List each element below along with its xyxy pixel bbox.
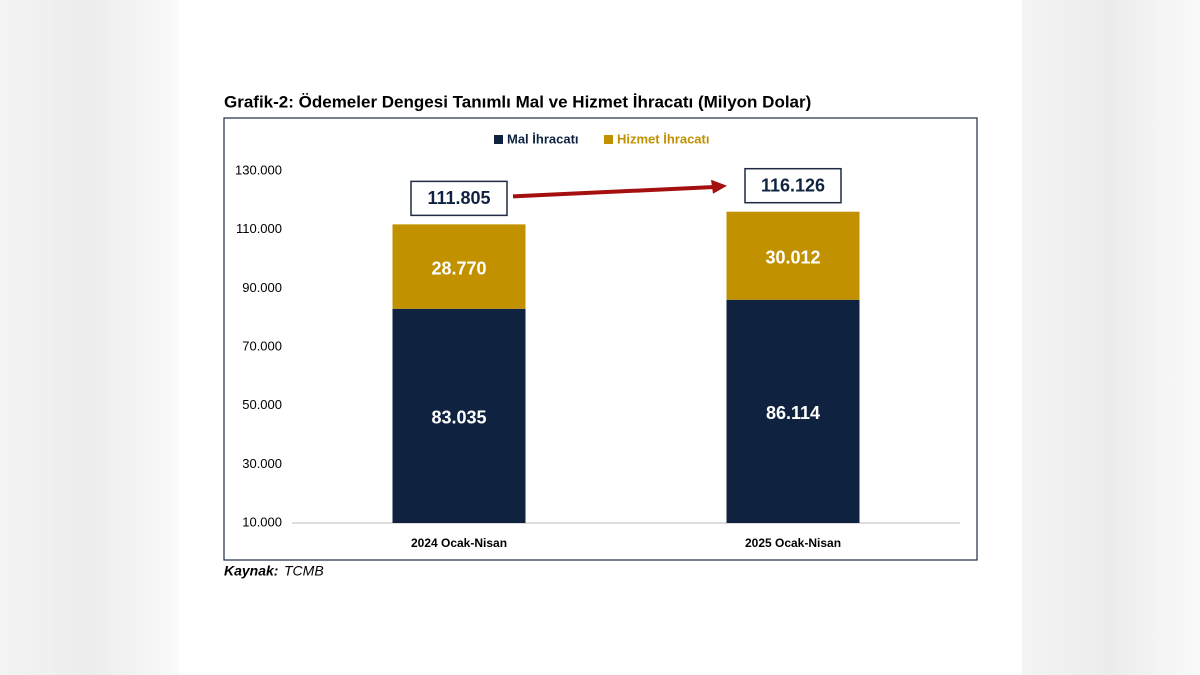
bar-segment bbox=[392, 224, 526, 309]
y-tick-label: 110.000 bbox=[236, 221, 282, 236]
total-box bbox=[744, 167, 842, 204]
trend-arrow bbox=[512, 184, 718, 199]
x-tick-label: 2025 Ocak-Nisan bbox=[745, 536, 841, 550]
bar-segment bbox=[726, 211, 860, 300]
total-label: 116.126 bbox=[761, 175, 825, 195]
chart-title: Grafik-2: Ödemeler Dengesi Tanımlı Mal v… bbox=[224, 92, 811, 111]
legend-label: Mal İhracatı bbox=[507, 131, 579, 146]
y-tick-label: 50.000 bbox=[242, 397, 282, 412]
data-label: 86.114 bbox=[766, 403, 820, 423]
bar-segment bbox=[726, 299, 860, 523]
source: TCMB bbox=[284, 563, 324, 579]
data-label: 28.770 bbox=[431, 258, 486, 278]
backdrop bbox=[0, 0, 178, 675]
data-label: 83.035 bbox=[431, 408, 486, 428]
y-tick-label: 90.000 bbox=[242, 280, 282, 295]
legend-swatch bbox=[494, 135, 503, 144]
legend-label: Hizmet İhracatı bbox=[617, 131, 709, 146]
y-tick-label: 130.000 bbox=[235, 162, 282, 177]
source-label: Kaynak: bbox=[224, 563, 278, 579]
total-label: 111.805 bbox=[427, 188, 490, 208]
chart-frame bbox=[223, 117, 978, 561]
legend-swatch bbox=[604, 135, 613, 144]
total-box bbox=[410, 180, 508, 217]
backdrop bbox=[1022, 0, 1200, 675]
bar-segment bbox=[392, 308, 526, 523]
y-tick-label: 70.000 bbox=[242, 338, 282, 353]
x-tick-label: 2024 Ocak-Nisan bbox=[411, 536, 507, 550]
trend-arrowhead bbox=[711, 179, 727, 194]
y-tick-label: 30.000 bbox=[242, 456, 282, 471]
y-tick-label: 10.000 bbox=[242, 514, 282, 529]
data-label: 30.012 bbox=[765, 247, 820, 267]
